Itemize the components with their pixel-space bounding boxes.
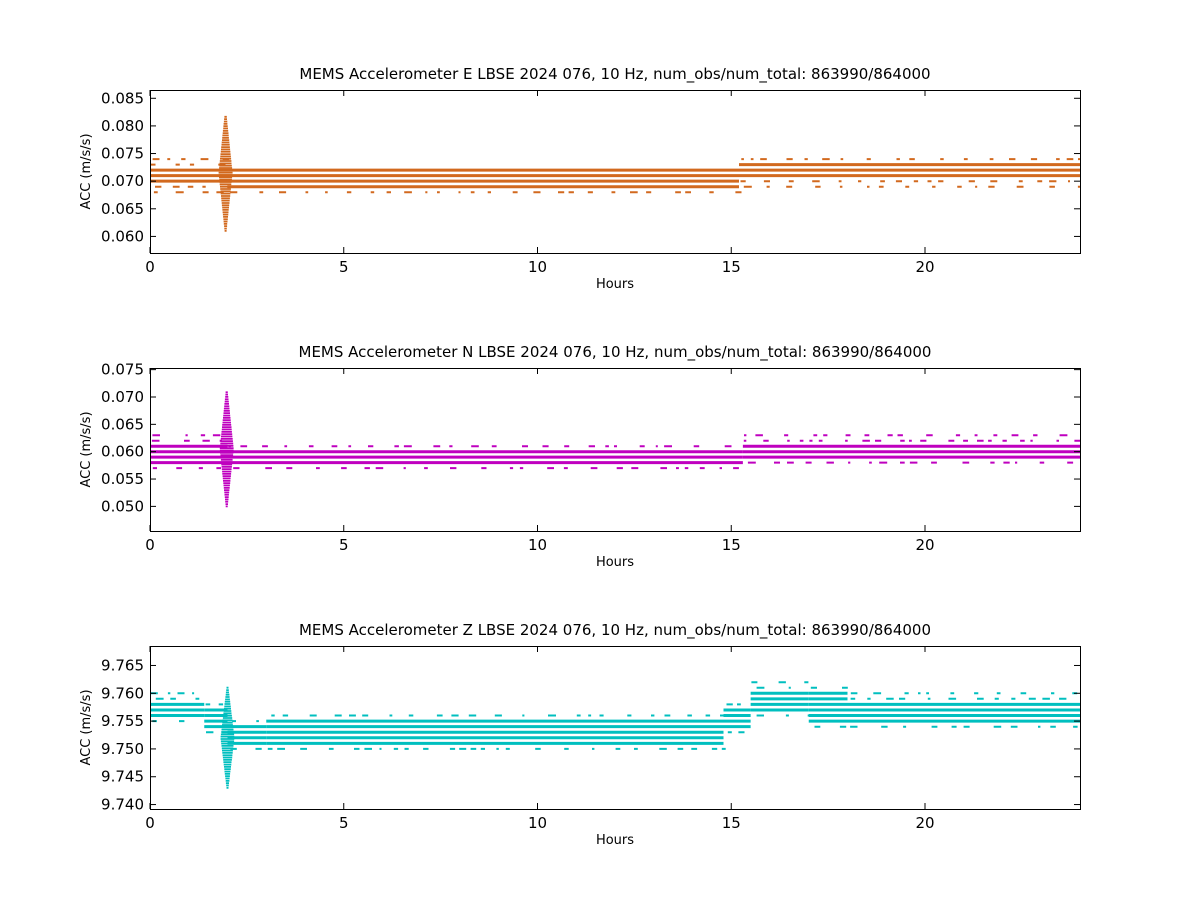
x-tick-label: 0 — [145, 536, 155, 554]
y-tick-label: 0.075 — [101, 145, 144, 163]
y-tick-label: 0.055 — [101, 470, 144, 488]
x-tick-label: 15 — [722, 814, 741, 832]
y-axis-label: ACC (m/s/s) — [79, 689, 94, 765]
y-tick-label: 9.745 — [101, 768, 144, 786]
y-tick-label: 9.740 — [101, 796, 144, 814]
x-tick-label: 20 — [915, 536, 934, 554]
y-tick-label: 0.065 — [101, 415, 144, 433]
data-burst — [220, 686, 235, 789]
y-tick-label: 0.075 — [101, 361, 144, 379]
y-tick-label: 0.060 — [101, 443, 144, 461]
y-tick-label: 9.760 — [101, 684, 144, 702]
y-tick-label: 0.050 — [101, 497, 144, 515]
x-tick-label: 5 — [339, 258, 349, 276]
chart-panel-e: 0 5 10 15 20 0.060 0.065 0.070 0.075 0.080 0.085 ME… — [79, 65, 1081, 292]
y-tick-label: 0.070 — [101, 388, 144, 406]
y-tick-label: 0.065 — [101, 200, 144, 218]
x-tick-label: 5 — [339, 814, 349, 832]
x-tick-label: 0 — [145, 258, 155, 276]
chart-title: MEMS Accelerometer E LBSE 2024 076, 10 H… — [299, 65, 930, 84]
plot-frame — [150, 646, 1081, 810]
x-tick-label: 20 — [915, 814, 934, 832]
chart-panel-n: 0 5 10 15 20 0.050 0.055 0.060 0.065 0.070 0.075 ME… — [79, 343, 1081, 570]
y-tick-label: 0.060 — [101, 227, 144, 245]
y-axis-label: ACC (m/s/s) — [79, 411, 94, 487]
y-tick-label: 0.070 — [101, 172, 144, 190]
data-points — [150, 681, 1080, 789]
chart-title: MEMS Accelerometer Z LBSE 2024 076, 10 H… — [299, 621, 931, 640]
data-points — [150, 391, 1080, 508]
chart-panel-z: 0 5 10 15 20 9.740 9.745 9.750 9.755 9.760 9.765 ME… — [79, 621, 1081, 848]
plot-frame — [150, 368, 1081, 532]
x-axis-label: Hours — [596, 833, 634, 848]
y-tick-label: 9.765 — [101, 656, 144, 674]
x-tick-label: 10 — [528, 258, 547, 276]
data-points — [150, 115, 1080, 232]
x-tick-label: 5 — [339, 536, 349, 554]
y-tick-label: 0.080 — [101, 117, 144, 135]
plot-frame — [150, 90, 1081, 254]
x-tick-label: 15 — [722, 536, 741, 554]
y-axis-label: ACC (m/s/s) — [79, 133, 94, 209]
data-burst — [219, 391, 234, 508]
y-tick-label: 0.085 — [101, 89, 144, 107]
x-tick-label: 0 — [145, 814, 155, 832]
x-tick-label: 15 — [722, 258, 741, 276]
data-burst — [218, 115, 233, 232]
y-tick-label: 9.750 — [101, 740, 144, 758]
x-axis-label: Hours — [596, 555, 634, 570]
x-tick-label: 10 — [528, 814, 547, 832]
x-tick-label: 10 — [528, 536, 547, 554]
chart-title: MEMS Accelerometer N LBSE 2024 076, 10 H… — [299, 343, 932, 362]
y-tick-label: 9.755 — [101, 712, 144, 730]
x-tick-label: 20 — [915, 258, 934, 276]
x-axis-label: Hours — [596, 277, 634, 292]
